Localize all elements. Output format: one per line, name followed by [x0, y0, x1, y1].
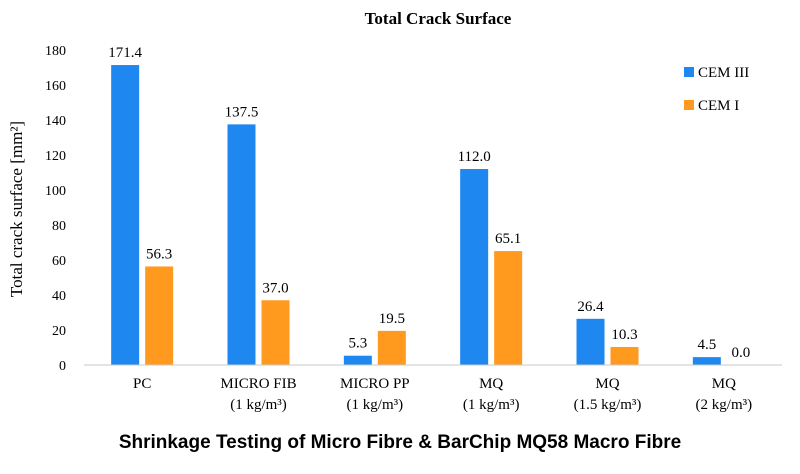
bar-cem-iii: [227, 124, 256, 365]
x-tick-label: MICRO PP: [340, 376, 410, 392]
x-tick-label: MQ: [479, 376, 503, 392]
x-tick-sublabel: (2 kg/m³): [696, 397, 753, 413]
bar-cem-i: [145, 266, 174, 365]
x-tick-sublabel: (1.5 kg/m³): [574, 397, 642, 413]
bar-cem-iii: [460, 169, 489, 365]
bar-cem-iii: [343, 355, 372, 365]
y-axis-label: Total crack surface [mm²]: [7, 121, 26, 297]
bar-value-label: 4.5: [697, 337, 716, 353]
bar-value-label: 0.0: [731, 345, 750, 361]
x-axis-ticks: PC MICRO FIB (1 kg/m³) MICRO PP (1 kg/m³) MQ (…: [133, 376, 752, 413]
legend-swatch: [684, 67, 694, 77]
y-tick-label: 120: [45, 149, 66, 164]
legend: CEM III CEM I: [684, 65, 749, 114]
y-tick-label: 180: [45, 44, 66, 59]
bar-value-label: 5.3: [348, 336, 367, 352]
bar-cem-iii: [576, 318, 605, 365]
bar-cem-i: [610, 346, 639, 365]
y-tick-label: 0: [59, 359, 66, 374]
legend-label: CEM III: [698, 65, 749, 81]
legend-swatch: [684, 100, 694, 110]
figure-caption: Shrinkage Testing of Micro Fibre & BarCh…: [118, 432, 682, 453]
chart-title: Total Crack Surface: [365, 9, 512, 28]
bar-value-label: 137.5: [225, 104, 259, 120]
bar-cem-iii: [111, 65, 140, 366]
y-tick-label: 100: [45, 184, 66, 199]
x-tick-label: MQ: [712, 376, 736, 392]
bar-cem-i: [494, 251, 523, 365]
y-tick-label: 20: [52, 324, 66, 339]
bars-group: [111, 65, 721, 366]
bar-cem-i: [377, 330, 406, 365]
x-tick-sublabel: (1 kg/m³): [463, 397, 520, 413]
x-tick-label: PC: [133, 376, 151, 392]
x-tick-sublabel: (1 kg/m³): [230, 397, 287, 413]
x-tick-sublabel: (1 kg/m³): [347, 397, 404, 413]
y-tick-label: 160: [45, 79, 66, 94]
y-tick-label: 140: [45, 114, 66, 129]
y-tick-label: 80: [52, 219, 66, 234]
bar-value-label: 171.4: [108, 45, 142, 61]
bar-value-label: 26.4: [577, 299, 604, 315]
value-labels-group: 171.4 56.3 137.5 37.0 5.3 19.5 112.0 65.1 26.4 10…: [108, 45, 750, 361]
y-tick-label: 60: [52, 254, 66, 269]
bar-value-label: 65.1: [495, 231, 521, 247]
x-tick-label: MQ: [595, 376, 619, 392]
bar-value-label: 37.0: [262, 280, 288, 296]
y-axis-ticks: 0 20 40 60 80 100 120 140 160 180: [45, 44, 66, 374]
x-tick-label: MICRO FIB: [220, 376, 296, 392]
legend-label: CEM I: [698, 98, 739, 114]
bar-value-label: 19.5: [379, 311, 405, 327]
bar-cem-iii: [692, 357, 721, 365]
bar-value-label: 10.3: [611, 327, 637, 343]
bar-value-label: 56.3: [146, 246, 172, 262]
y-tick-label: 40: [52, 289, 66, 304]
bar-value-label: 112.0: [458, 149, 491, 165]
bar-cem-i: [261, 300, 290, 365]
